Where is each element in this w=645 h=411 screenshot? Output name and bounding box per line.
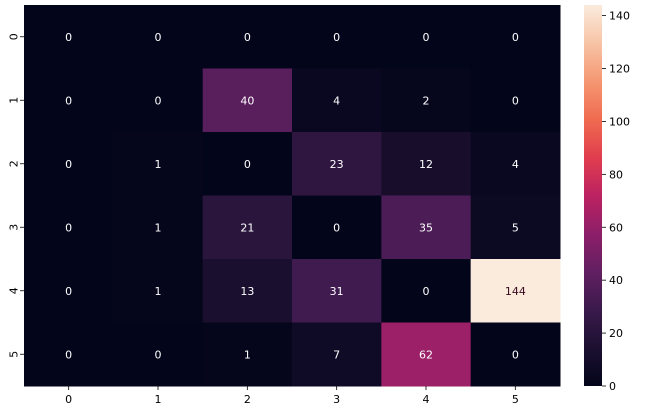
cell-label-5-3: 7 [333, 348, 340, 361]
x-tick-label-1: 1 [155, 393, 162, 406]
cell-label-3-2: 21 [240, 221, 254, 234]
heatmap-cell-4-2 [202, 259, 293, 323]
heatmap-cell-0-5 [470, 5, 561, 69]
y-tick-label-5: 5 [8, 351, 21, 358]
colorbar-tick-label-100: 100 [609, 115, 630, 128]
heatmap-cell-4-4 [381, 259, 472, 323]
colorbar-tick-label-20: 20 [609, 327, 623, 340]
cell-label-2-1: 1 [155, 158, 162, 171]
heatmap-cell-5-4 [381, 322, 472, 387]
y-tick-label-3: 3 [8, 224, 21, 231]
heatmap-cell-0-4 [381, 5, 472, 69]
heatmap-cell-3-2 [202, 195, 293, 260]
cell-label-5-2: 1 [244, 348, 251, 361]
cell-label-0-5: 0 [512, 31, 519, 44]
x-tick-label-4: 4 [423, 393, 430, 406]
cell-label-2-0: 0 [65, 158, 72, 171]
heatmap-cell-1-4 [381, 68, 472, 133]
cell-label-4-4: 0 [423, 285, 430, 298]
cell-label-5-4: 62 [419, 348, 433, 361]
x-tick-label-2: 2 [244, 393, 251, 406]
heatmap-cell-4-1 [113, 259, 204, 323]
x-tick-label-3: 3 [333, 393, 340, 406]
heatmap-cell-1-0 [24, 68, 114, 133]
cell-label-0-2: 0 [244, 31, 251, 44]
heatmap-cell-5-0 [24, 322, 114, 387]
heatmap-cell-4-0 [24, 259, 114, 323]
cell-label-1-3: 4 [333, 94, 340, 107]
heatmap-cell-3-1 [113, 195, 204, 260]
cell-label-1-1: 0 [155, 94, 162, 107]
heatmap-cell-1-2 [202, 68, 293, 133]
cell-label-4-5: 144 [505, 285, 526, 298]
y-tick-label-2: 2 [8, 160, 21, 167]
heatmap-cell-3-5 [470, 195, 561, 260]
heatmap-cell-0-1 [113, 5, 204, 69]
colorbar-tick-label-40: 40 [609, 274, 623, 287]
heatmap-cell-2-1 [113, 132, 204, 196]
x-tick-label-5: 5 [512, 393, 519, 406]
cell-label-0-4: 0 [423, 31, 430, 44]
colorbar-tick-label-140: 140 [609, 10, 630, 23]
y-tick-label-0: 0 [8, 33, 21, 40]
heatmap-cell-2-5 [470, 132, 561, 196]
cell-label-2-3: 23 [330, 158, 344, 171]
cell-label-2-5: 4 [512, 158, 519, 171]
cell-label-1-0: 0 [65, 94, 72, 107]
y-tick-label-4: 4 [8, 287, 21, 294]
heatmap-cell-1-5 [470, 68, 561, 133]
colorbar [584, 5, 602, 386]
heatmap-cell-0-2 [202, 5, 293, 69]
heatmap-cell-2-2 [202, 132, 293, 196]
colorbar-tick-label-60: 60 [609, 221, 623, 234]
heatmap-cell-5-1 [113, 322, 204, 387]
cell-label-2-4: 12 [419, 158, 433, 171]
heatmap-cell-1-3 [292, 68, 382, 133]
y-tick-label-1: 1 [8, 97, 21, 104]
cell-label-3-0: 0 [65, 221, 72, 234]
cell-label-1-2: 40 [240, 94, 254, 107]
cell-label-3-5: 5 [512, 221, 519, 234]
heatmap-cell-0-3 [292, 5, 382, 69]
heatmap-cell-5-2 [202, 322, 293, 387]
cell-label-4-2: 13 [240, 285, 254, 298]
cell-label-3-4: 35 [419, 221, 433, 234]
heatmap-cell-1-1 [113, 68, 204, 133]
heatmap-cell-0-0 [24, 5, 114, 69]
heatmap-cell-5-3 [292, 322, 382, 387]
cell-label-1-5: 0 [512, 94, 519, 107]
cell-label-3-3: 0 [333, 221, 340, 234]
cell-label-0-3: 0 [333, 31, 340, 44]
cell-label-2-2: 0 [244, 158, 251, 171]
cell-label-0-1: 0 [155, 31, 162, 44]
heatmap-cell-3-3 [292, 195, 382, 260]
cell-label-4-3: 31 [330, 285, 344, 298]
cell-label-5-1: 0 [155, 348, 162, 361]
heatmap-cell-2-4 [381, 132, 472, 196]
cell-label-4-1: 1 [155, 285, 162, 298]
cell-label-3-1: 1 [155, 221, 162, 234]
heatmap-cell-3-0 [24, 195, 114, 260]
heatmap-cell-4-3 [292, 259, 382, 323]
cell-label-0-0: 0 [65, 31, 72, 44]
x-tick-label-0: 0 [65, 393, 72, 406]
heatmap-cell-3-4 [381, 195, 472, 260]
cell-label-5-5: 0 [512, 348, 519, 361]
colorbar-tick-label-120: 120 [609, 63, 630, 76]
colorbar-tick-label-80: 80 [609, 168, 623, 181]
cell-label-5-0: 0 [65, 348, 72, 361]
heatmap-cell-2-3 [292, 132, 382, 196]
colorbar-tick-label-0: 0 [609, 380, 616, 393]
heatmap-cell-2-0 [24, 132, 114, 196]
heatmap-cell-4-5 [470, 259, 561, 323]
heatmap-cell-5-5 [470, 322, 561, 387]
cell-label-4-0: 0 [65, 285, 72, 298]
cell-label-1-4: 2 [423, 94, 430, 107]
